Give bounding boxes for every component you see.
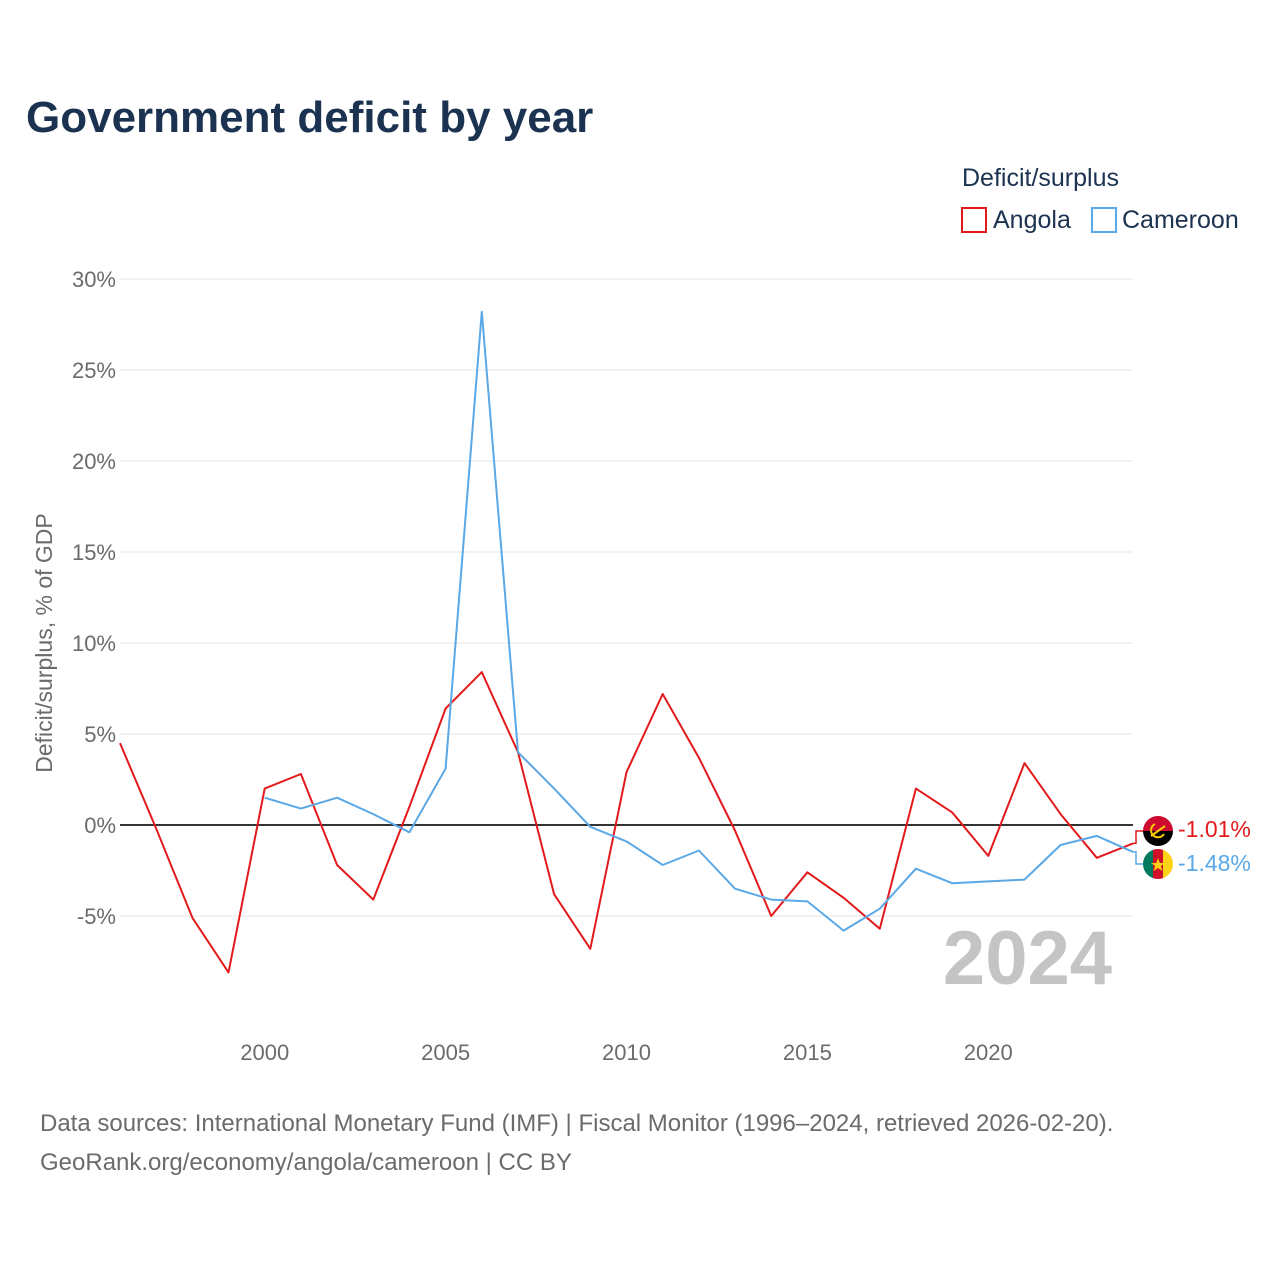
x-tick-label: 2015: [783, 1040, 832, 1065]
y-tick-label: 5%: [84, 722, 116, 747]
year-watermark: 2024: [943, 916, 1112, 1001]
angola-end-connector: [1133, 830, 1143, 845]
y-tick-label: -5%: [77, 904, 116, 929]
legend-label-angola[interactable]: Angola: [993, 206, 1071, 234]
y-axis-label: Deficit/surplus, % of GDP: [31, 513, 57, 772]
x-tick-label: 2010: [602, 1040, 651, 1065]
legend-label-cameroon[interactable]: Cameroon: [1122, 206, 1239, 234]
legend-title: Deficit/surplus: [962, 164, 1119, 192]
chart: Government deficit by year Deficit/surpl…: [26, 93, 1251, 1065]
angola-flag-icon: [1143, 816, 1173, 846]
y-tick-label: 30%: [72, 267, 116, 292]
cameroon-end-label: -1.48%: [1178, 850, 1251, 876]
end-markers: -1.01% -1.48%: [1133, 816, 1251, 879]
gridlines: [120, 278, 1133, 917]
chart-title: Government deficit by year: [26, 93, 593, 142]
legend-swatch-cameroon[interactable]: [1091, 207, 1117, 233]
cameroon-flag-icon: [1143, 849, 1173, 879]
y-tick-label: 0%: [84, 813, 116, 838]
y-tick-labels: -5% 0% 5% 10% 15% 20% 25% 30%: [72, 267, 116, 929]
y-tick-label: 10%: [72, 631, 116, 656]
legend-swatch-angola[interactable]: [961, 207, 987, 233]
x-tick-label: 2020: [964, 1040, 1013, 1065]
sources-line-1: Data sources: International Monetary Fun…: [40, 1110, 1114, 1137]
legend: Deficit/surplus Angola Cameroon: [961, 164, 1239, 234]
x-tick-label: 2000: [240, 1040, 289, 1065]
y-tick-label: 25%: [72, 358, 116, 383]
sources-line-2[interactable]: GeoRank.org/economy/angola/cameroon | CC…: [40, 1149, 572, 1176]
y-tick-label: 20%: [72, 449, 116, 474]
y-tick-label: 15%: [72, 540, 116, 565]
series-line-cameroon: [264, 310, 1134, 932]
angola-end-label: -1.01%: [1178, 816, 1251, 842]
x-tick-label: 2005: [421, 1040, 470, 1065]
x-tick-labels: 2000 2005 2010 2015 2020: [240, 1040, 1013, 1065]
cameroon-end-connector: [1133, 851, 1143, 865]
series-lines: [119, 310, 1134, 974]
series-line-angola: [119, 671, 1134, 974]
